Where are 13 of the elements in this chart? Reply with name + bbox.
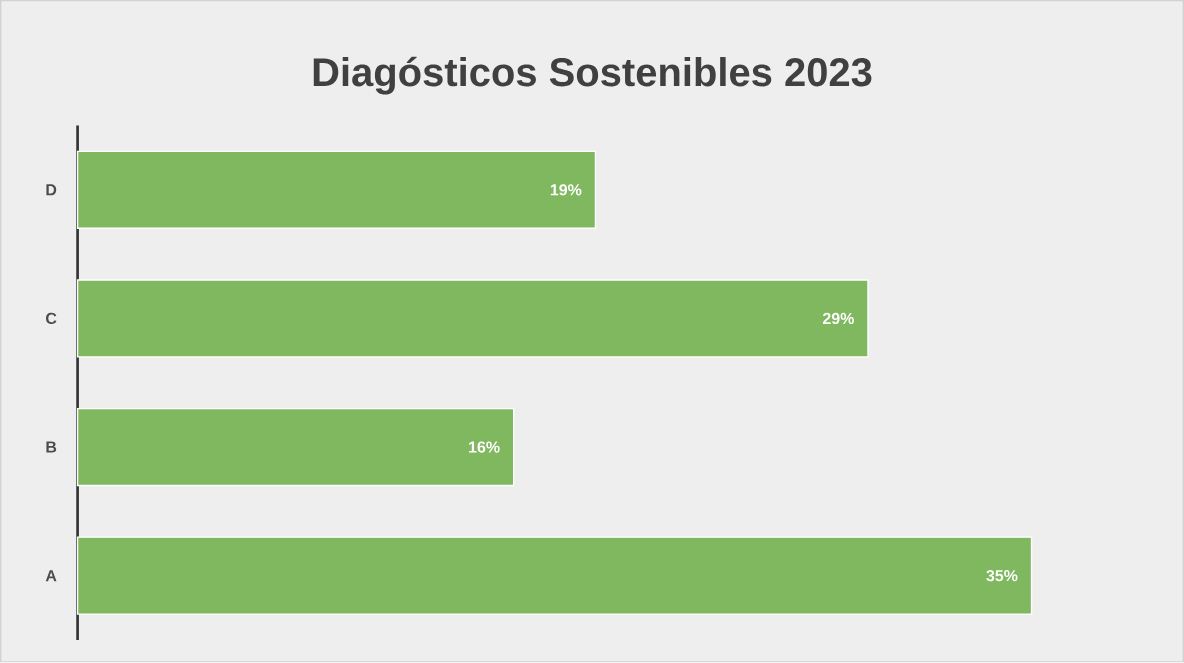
bar bbox=[76, 279, 869, 358]
bar bbox=[76, 536, 1033, 615]
bar bbox=[76, 150, 597, 230]
y-tick-label: A bbox=[45, 570, 57, 582]
bar bbox=[76, 408, 515, 487]
data-label: 19% bbox=[550, 184, 582, 196]
y-tick-label: D bbox=[46, 184, 57, 196]
data-label: 35% bbox=[986, 570, 1018, 582]
data-label: 29% bbox=[822, 312, 854, 325]
y-tick-label: B bbox=[46, 441, 57, 453]
y-tick-label: C bbox=[46, 312, 57, 325]
chart-title: Diagósticos Sostenibles 2023 bbox=[313, 56, 872, 95]
data-label: 16% bbox=[469, 441, 500, 453]
